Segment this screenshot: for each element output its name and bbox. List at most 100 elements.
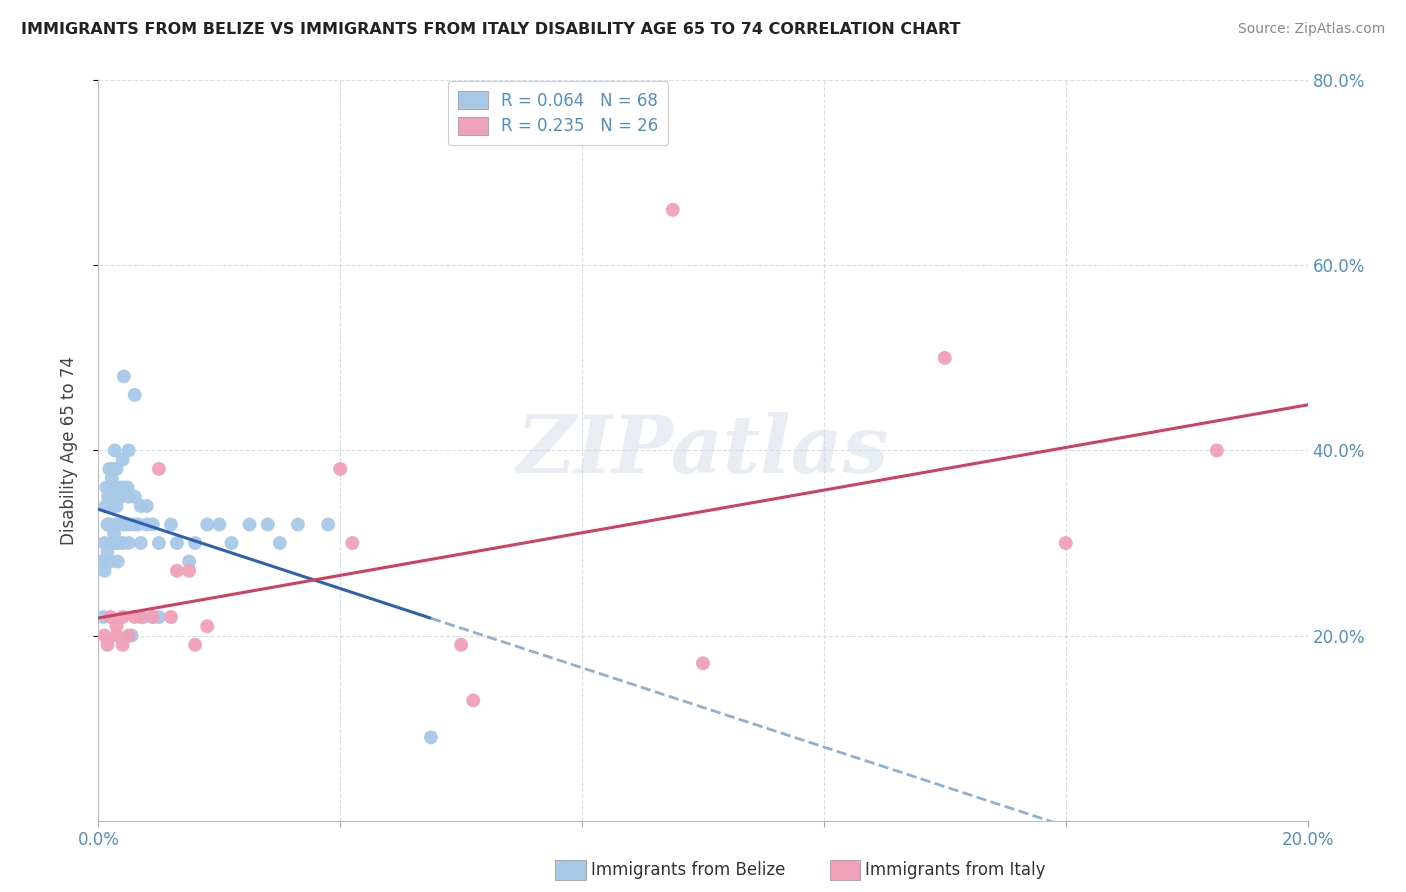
Y-axis label: Disability Age 65 to 74: Disability Age 65 to 74 <box>59 356 77 545</box>
Point <box>100 490 122 504</box>
Point <box>100 610 122 624</box>
Point <box>107 536 129 550</box>
Point <box>118 490 141 504</box>
Text: ZIPatlas: ZIPatlas <box>517 412 889 489</box>
Point <box>104 443 127 458</box>
Point <box>142 610 165 624</box>
Point <box>208 517 231 532</box>
Point <box>692 657 714 671</box>
Point <box>142 610 165 624</box>
Point <box>124 610 146 624</box>
Point <box>97 490 120 504</box>
Point <box>105 517 128 532</box>
Point <box>1206 443 1229 458</box>
Point <box>148 536 170 550</box>
Point <box>195 619 218 633</box>
Point <box>124 517 146 532</box>
Point <box>105 481 128 495</box>
Point <box>100 471 122 485</box>
Point <box>148 610 170 624</box>
Point <box>118 628 141 642</box>
Point <box>166 564 188 578</box>
Point <box>105 462 128 476</box>
Point <box>96 638 118 652</box>
Point <box>129 536 152 550</box>
Point <box>287 517 309 532</box>
Point <box>107 554 129 569</box>
Point <box>184 638 207 652</box>
Point <box>132 610 155 624</box>
Point <box>269 536 291 550</box>
Point <box>105 536 128 550</box>
Point <box>160 517 183 532</box>
Legend: R = 0.064   N = 68, R = 0.235   N = 26: R = 0.064 N = 68, R = 0.235 N = 26 <box>447 81 668 145</box>
Point <box>96 545 118 559</box>
Point <box>90 554 112 569</box>
Point <box>93 628 115 642</box>
Point <box>124 388 146 402</box>
Point <box>661 202 683 217</box>
Point <box>103 462 125 476</box>
Point <box>100 517 122 532</box>
Point <box>100 536 122 550</box>
Text: IMMIGRANTS FROM BELIZE VS IMMIGRANTS FROM ITALY DISABILITY AGE 65 TO 74 CORRELAT: IMMIGRANTS FROM BELIZE VS IMMIGRANTS FRO… <box>21 22 960 37</box>
Point <box>124 490 146 504</box>
Point <box>98 462 121 476</box>
Point <box>135 517 157 532</box>
Point <box>111 452 134 467</box>
Point <box>108 481 131 495</box>
Point <box>221 536 243 550</box>
Point <box>450 638 472 652</box>
Point <box>105 499 128 513</box>
Point <box>101 536 124 550</box>
Point <box>97 517 120 532</box>
Point <box>1054 536 1077 550</box>
Point <box>463 693 485 707</box>
Point <box>108 490 131 504</box>
Point <box>118 536 141 550</box>
Text: Immigrants from Italy: Immigrants from Italy <box>865 861 1045 879</box>
Point <box>111 638 134 652</box>
Point <box>112 369 135 384</box>
Point <box>118 443 141 458</box>
Point <box>111 517 134 532</box>
Point <box>105 628 128 642</box>
Point <box>142 517 165 532</box>
Point <box>148 462 170 476</box>
Point <box>420 731 443 745</box>
Point <box>256 517 278 532</box>
Point <box>179 564 201 578</box>
Point <box>118 517 141 532</box>
Point <box>103 526 125 541</box>
Point <box>114 517 136 532</box>
Point <box>166 536 188 550</box>
Point <box>316 517 339 532</box>
Point <box>111 610 134 624</box>
Point <box>96 481 118 495</box>
Point <box>121 628 143 642</box>
Text: Source: ZipAtlas.com: Source: ZipAtlas.com <box>1237 22 1385 37</box>
Point <box>329 462 352 476</box>
Point <box>342 536 364 550</box>
Point <box>105 619 128 633</box>
Point <box>103 499 125 513</box>
Point <box>195 517 218 532</box>
Point <box>111 481 134 495</box>
Point <box>239 517 262 532</box>
Point <box>100 554 122 569</box>
Point <box>179 554 201 569</box>
Point <box>117 481 139 495</box>
Point <box>111 536 134 550</box>
Point <box>934 351 956 365</box>
Point <box>93 564 115 578</box>
Point <box>129 610 152 624</box>
Point <box>129 499 152 513</box>
Point <box>135 499 157 513</box>
Point <box>94 499 117 513</box>
Point <box>96 517 118 532</box>
Point <box>184 536 207 550</box>
Point <box>160 610 183 624</box>
Point <box>91 610 114 624</box>
Text: Immigrants from Belize: Immigrants from Belize <box>591 861 785 879</box>
Point <box>93 536 115 550</box>
